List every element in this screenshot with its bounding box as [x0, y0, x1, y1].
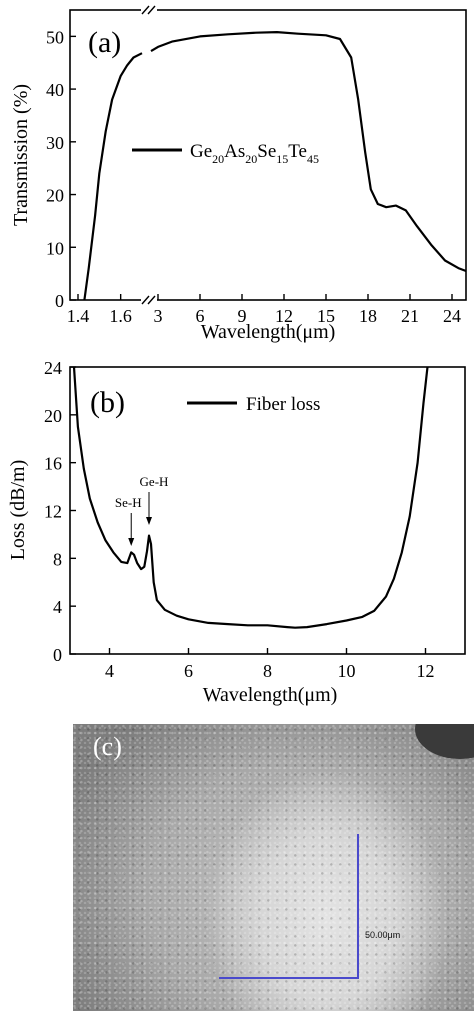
- legend-label-a: Ge20As20Se15Te45: [190, 141, 319, 166]
- series-line-b: [72, 366, 429, 629]
- annotation-se-h: Se-H: [115, 495, 142, 510]
- x-tick-label-a: 12: [275, 306, 293, 326]
- y-axis-label-a: Transmission (%): [10, 84, 32, 226]
- x-tick-label-a: 1.6: [109, 306, 132, 326]
- x-tick-label-a: 18: [359, 306, 377, 326]
- y-tick-label-a: 10: [46, 238, 64, 258]
- x-tick-label-a: 6: [196, 306, 205, 326]
- x-tick-label-a: 3: [154, 306, 163, 326]
- x-axis-label-b: Wavelength(μm): [203, 684, 338, 706]
- micrograph-texture: [73, 724, 474, 1011]
- arrowhead-ge-h: [146, 517, 152, 525]
- legend-label-b: Fiber loss: [246, 394, 320, 415]
- chart-b: (b) Loss (dB/m) Wavelength(μm) Fiber los…: [7, 358, 466, 706]
- y-tick-label-a: 20: [46, 186, 64, 206]
- y-tick-label-a: 50: [46, 27, 64, 47]
- y-axis-label-b: Loss (dB/m): [7, 460, 29, 561]
- x-tick-label-a: 1.4: [67, 306, 90, 326]
- scale-bar-horizontal: [219, 977, 359, 979]
- axis-break-top: [141, 5, 157, 15]
- scale-bar-label: 50.00μm: [365, 930, 401, 940]
- y-tick-label-a: 0: [55, 291, 64, 311]
- y-tick-label-a: 40: [46, 80, 64, 100]
- scale-bar-vertical: [357, 834, 359, 979]
- panel-label-a: (a): [88, 26, 121, 59]
- x-tick-label-b: 12: [417, 661, 435, 681]
- chart-a: (a) Transmission (%) Wavelength(μm) Ge20…: [10, 5, 467, 343]
- axis-break-bottom: [141, 295, 157, 305]
- y-tick-label-b: 0: [53, 645, 62, 665]
- x-tick-label-a: 21: [401, 306, 419, 326]
- panel-label-b: (b): [90, 386, 125, 419]
- x-tick-label-b: 6: [184, 661, 193, 681]
- x-tick-label-a: 15: [317, 306, 335, 326]
- x-tick-label-a: 9: [238, 306, 247, 326]
- panel-label-c: (c): [93, 732, 122, 761]
- x-axis-label-a: Wavelength(μm): [201, 321, 336, 343]
- y-tick-label-b: 20: [44, 406, 62, 426]
- series-line-a-segment2: [150, 30, 467, 273]
- x-tick-label-b: 8: [263, 661, 272, 681]
- x-tick-label-a: 24: [443, 306, 461, 326]
- series-line-a-segment1: [83, 52, 143, 301]
- x-tick-label-b: 10: [338, 661, 356, 681]
- arrowhead-se-h: [128, 538, 135, 546]
- y-tick-label-b: 12: [44, 502, 62, 522]
- micrograph-panel-c: (c) 50.00μm: [73, 724, 474, 1011]
- y-tick-label-a: 30: [46, 133, 64, 153]
- y-tick-label-b: 24: [44, 358, 62, 378]
- y-tick-label-b: 16: [44, 454, 62, 474]
- x-tick-label-b: 4: [105, 661, 114, 681]
- plot-frame-a: [69, 9, 467, 301]
- y-tick-label-b: 8: [53, 549, 62, 569]
- y-tick-label-b: 4: [53, 597, 62, 617]
- annotation-ge-h: Ge-H: [140, 474, 169, 489]
